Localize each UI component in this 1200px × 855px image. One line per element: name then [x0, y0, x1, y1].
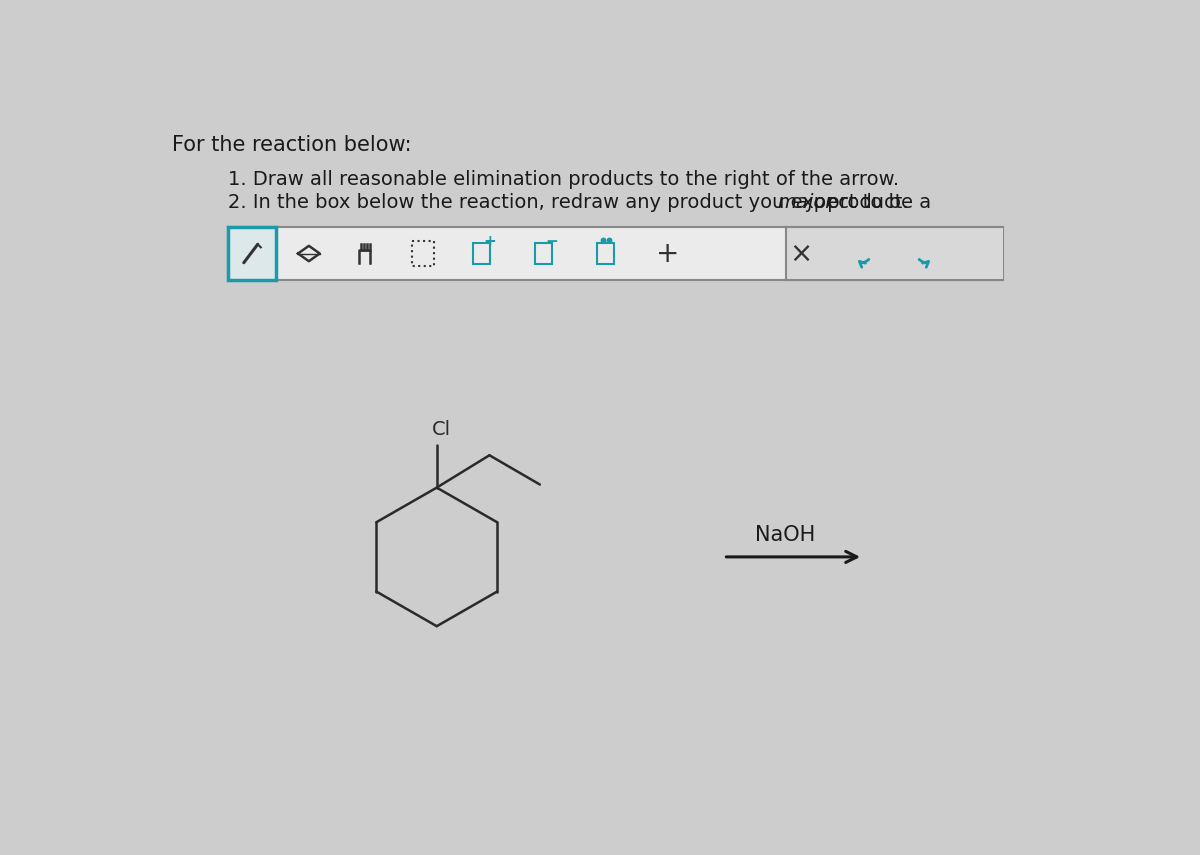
Text: 2. In the box below the reaction, redraw any product you expect to be a: 2. In the box below the reaction, redraw… — [228, 193, 937, 212]
Bar — [786, 227, 1002, 280]
Bar — [412, 241, 433, 266]
Bar — [228, 227, 276, 280]
Text: ×: × — [790, 239, 812, 268]
Bar — [473, 243, 491, 264]
Text: 1. Draw all reasonable elimination products to the right of the arrow.: 1. Draw all reasonable elimination produ… — [228, 170, 899, 189]
Text: +: + — [484, 233, 497, 249]
Text: NaOH: NaOH — [755, 525, 816, 545]
Text: Cl: Cl — [432, 420, 451, 439]
Text: +: + — [656, 239, 679, 268]
Bar — [598, 243, 614, 264]
Text: product.: product. — [821, 193, 908, 212]
Text: −: − — [546, 233, 559, 249]
Bar — [228, 227, 1002, 280]
Text: major: major — [778, 193, 834, 212]
Bar — [535, 243, 552, 264]
Text: For the reaction below:: For the reaction below: — [172, 135, 412, 155]
